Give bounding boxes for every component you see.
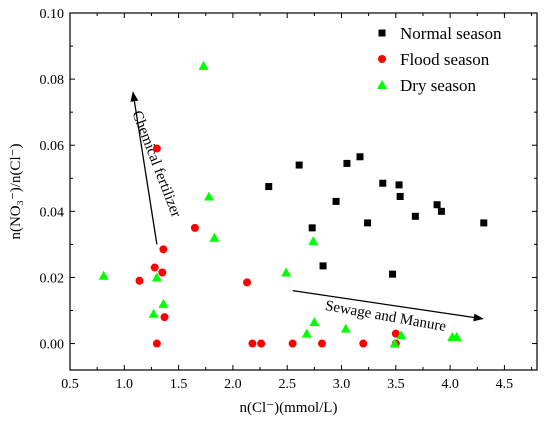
fertilizer-arrow xyxy=(130,91,158,245)
data-point xyxy=(391,329,400,338)
data-point xyxy=(295,161,303,169)
data-point xyxy=(317,339,326,348)
data-point xyxy=(281,267,292,277)
data-point xyxy=(160,313,169,322)
legend-entry: Flood season xyxy=(400,50,490,69)
data-point xyxy=(152,144,161,153)
plot-frame xyxy=(69,12,538,371)
y-tick-label: 0.02 xyxy=(40,271,65,286)
data-point xyxy=(150,263,159,272)
data-point xyxy=(158,298,169,308)
fertilizer-label: Chemical fertilizer xyxy=(128,109,183,220)
data-point xyxy=(340,323,351,333)
legend-marker xyxy=(377,80,387,89)
data-point xyxy=(209,232,220,242)
data-point xyxy=(359,339,368,348)
x-tick-label: 3.0 xyxy=(333,377,351,392)
data-point xyxy=(158,268,167,277)
data-point xyxy=(135,276,144,285)
data-point xyxy=(248,339,257,348)
y-axis-title: n(NO₃⁻)/n(Cl⁻) xyxy=(8,143,24,239)
data-point xyxy=(364,219,372,227)
data-point xyxy=(204,191,215,201)
data-point xyxy=(396,192,404,200)
x-tick-label: 4.0 xyxy=(441,377,459,392)
data-point xyxy=(396,330,407,340)
data-point xyxy=(343,159,351,167)
data-point xyxy=(265,183,273,191)
x-tick-label: 3.5 xyxy=(387,377,405,392)
y-tick-label: 0.10 xyxy=(40,7,65,22)
legend-entry: Normal season xyxy=(400,24,502,43)
x-tick-label: 1.0 xyxy=(116,377,134,392)
data-point xyxy=(332,197,340,205)
sewage-label: Sewage and Manure xyxy=(324,298,448,335)
x-tick-label: 2.0 xyxy=(224,377,242,392)
data-point xyxy=(148,308,159,318)
data-point xyxy=(243,278,252,287)
data-point xyxy=(480,219,488,227)
y-tick-label: 0.08 xyxy=(40,73,65,88)
series-triangle xyxy=(98,60,462,348)
data-point xyxy=(411,212,419,220)
data-point xyxy=(159,245,168,254)
data-point xyxy=(308,236,319,246)
data-point xyxy=(319,262,327,270)
legend-entry: Dry season xyxy=(400,76,477,95)
y-tick-label: 0.00 xyxy=(40,338,65,353)
sewage-arrow xyxy=(292,290,484,322)
data-point xyxy=(98,270,109,280)
data-point xyxy=(433,201,441,209)
data-point xyxy=(151,272,162,282)
legend-marker xyxy=(378,55,386,63)
series-square xyxy=(265,153,488,278)
y-tick-label: 0.04 xyxy=(40,205,65,220)
data-point xyxy=(190,223,199,232)
data-point xyxy=(389,270,397,278)
y-tick-label: 0.06 xyxy=(40,139,65,154)
data-point xyxy=(451,331,462,341)
data-point xyxy=(308,224,316,232)
legend-marker xyxy=(378,29,386,37)
x-tick-label: 4.5 xyxy=(496,377,514,392)
data-point xyxy=(198,60,209,70)
data-point xyxy=(389,338,400,348)
data-point xyxy=(301,328,312,338)
data-point xyxy=(379,179,387,187)
x-tick-label: 0.5 xyxy=(61,377,79,392)
data-point xyxy=(356,153,364,161)
data-point xyxy=(257,339,266,348)
data-point xyxy=(395,181,403,189)
x-tick-label: 1.5 xyxy=(170,377,188,392)
data-point xyxy=(288,339,297,348)
data-point xyxy=(437,207,445,215)
x-tick-label: 2.5 xyxy=(278,377,296,392)
x-axis-title: n(Cl⁻)(mmol/L) xyxy=(240,400,338,416)
data-point xyxy=(309,317,320,327)
data-point xyxy=(152,339,161,348)
